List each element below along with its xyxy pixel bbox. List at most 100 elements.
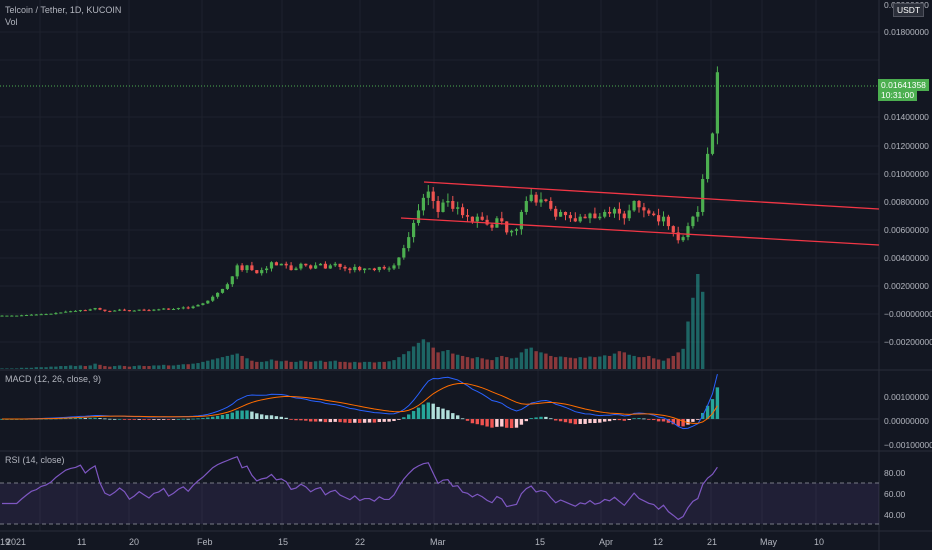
candle-body	[289, 265, 293, 271]
macd-hist-bar	[215, 415, 220, 419]
candle-body	[456, 207, 460, 209]
volume-bar	[524, 348, 528, 369]
macd-hist-bar	[598, 419, 602, 423]
candle-body	[710, 133, 715, 154]
candle-body	[706, 153, 710, 180]
time-tick-label: May	[760, 537, 778, 547]
volume-bar	[554, 357, 558, 369]
macd-hist-bar	[318, 419, 323, 422]
macd-hist-bar	[206, 417, 210, 419]
macd-hist-bar	[294, 419, 298, 421]
channel-upper-line[interactable]	[423, 181, 880, 210]
candle-body	[544, 199, 548, 201]
volume-bar	[255, 361, 259, 369]
macd-hist-bar	[157, 419, 161, 420]
candle-body	[671, 226, 675, 233]
candle-body	[480, 216, 484, 220]
macd-hist-bar	[534, 417, 538, 419]
price-axis[interactable]: 0.020000000.018000000.014000000.01200000…	[884, 0, 932, 520]
time-axis[interactable]: 2021 11 20 Feb 15 22 Mar 15 Apr 12 21 May 10 19	[0, 537, 824, 547]
candle-body	[583, 216, 587, 219]
candle-body	[186, 307, 190, 309]
candle-body	[54, 313, 58, 315]
candle-body	[617, 208, 621, 214]
macd-hist-bar	[220, 414, 225, 419]
time-tick-label: 11	[77, 537, 86, 547]
macd-hist-bar	[490, 419, 494, 428]
candle-body	[240, 265, 244, 271]
volume-bar	[176, 364, 181, 369]
rsi-tick-label: 80.00	[884, 468, 906, 478]
candle-body	[559, 211, 563, 217]
volume-bar	[137, 365, 141, 369]
candle-body	[328, 265, 332, 269]
volume-bar	[93, 363, 97, 369]
volume-bar	[358, 362, 362, 369]
macd-hist-bar	[441, 408, 445, 419]
macd-hist-bar	[367, 419, 372, 423]
volume-bar	[647, 355, 651, 369]
macd-hist-bar	[549, 418, 553, 420]
candle-body	[367, 268, 372, 270]
volume-bar	[284, 360, 288, 369]
macd-hist-bar	[514, 419, 519, 428]
macd-hist-bar	[705, 405, 710, 419]
volume-bar	[309, 361, 313, 369]
volume-bar	[353, 361, 357, 369]
volume-bar	[372, 362, 377, 369]
volume-bar	[88, 365, 92, 369]
macd-hist-bar	[108, 418, 112, 420]
candle-body	[549, 200, 553, 209]
volume-bar	[603, 355, 607, 369]
candle-body	[661, 216, 666, 222]
macd-hist-bar	[456, 415, 460, 419]
macd-tick-label: 0.00000000	[884, 416, 929, 426]
currency-badge[interactable]: USDT	[893, 3, 925, 17]
candle-body	[265, 268, 269, 271]
volume-bar	[166, 365, 171, 369]
candle-body	[490, 224, 494, 228]
volume-bar	[24, 367, 29, 369]
volume-bar	[113, 366, 117, 369]
macd-hist-bar	[147, 419, 151, 420]
candle-body	[510, 230, 514, 233]
macd-hist-bar	[558, 419, 563, 422]
time-tick-label: 15	[535, 537, 545, 547]
volume-bar	[235, 353, 239, 369]
volume-bar	[78, 365, 83, 369]
price-tick-label: −0.00200000	[884, 337, 932, 347]
candle-body	[377, 266, 381, 271]
candle-body	[142, 309, 146, 311]
volume-bar	[211, 359, 215, 369]
price-tick-label: 0.00600000	[884, 225, 929, 235]
macd-hist-bar	[313, 419, 318, 422]
candle-body	[598, 216, 602, 219]
volume-bar	[426, 342, 430, 369]
time-tick-label: 15	[278, 537, 288, 547]
price-tick-label: 0.01400000	[884, 112, 929, 122]
volume-bar	[495, 357, 499, 369]
volume-bar	[294, 361, 298, 369]
volume-bar	[29, 367, 34, 369]
macd-hist-bar	[137, 419, 141, 420]
candle-body	[642, 207, 646, 211]
candle-body	[181, 307, 185, 309]
candle-body	[431, 191, 435, 201]
macd-hist-bar	[593, 419, 597, 424]
volume-bar	[181, 364, 185, 369]
candle-body	[348, 268, 352, 271]
volume-bar	[676, 352, 680, 369]
channel-lower-line[interactable]	[400, 217, 880, 246]
price-tick-label: 0.00400000	[884, 253, 929, 263]
candle-body	[612, 208, 617, 214]
volume-bar	[186, 364, 190, 369]
macd-hist-bar	[117, 418, 122, 420]
candle-body	[260, 270, 264, 274]
volume-bar	[39, 367, 43, 369]
candle-body	[201, 303, 205, 305]
candle-body	[333, 263, 337, 266]
macd-hist-bar	[68, 418, 73, 419]
candle-body	[363, 268, 367, 271]
macd-hist-bar	[642, 418, 646, 420]
